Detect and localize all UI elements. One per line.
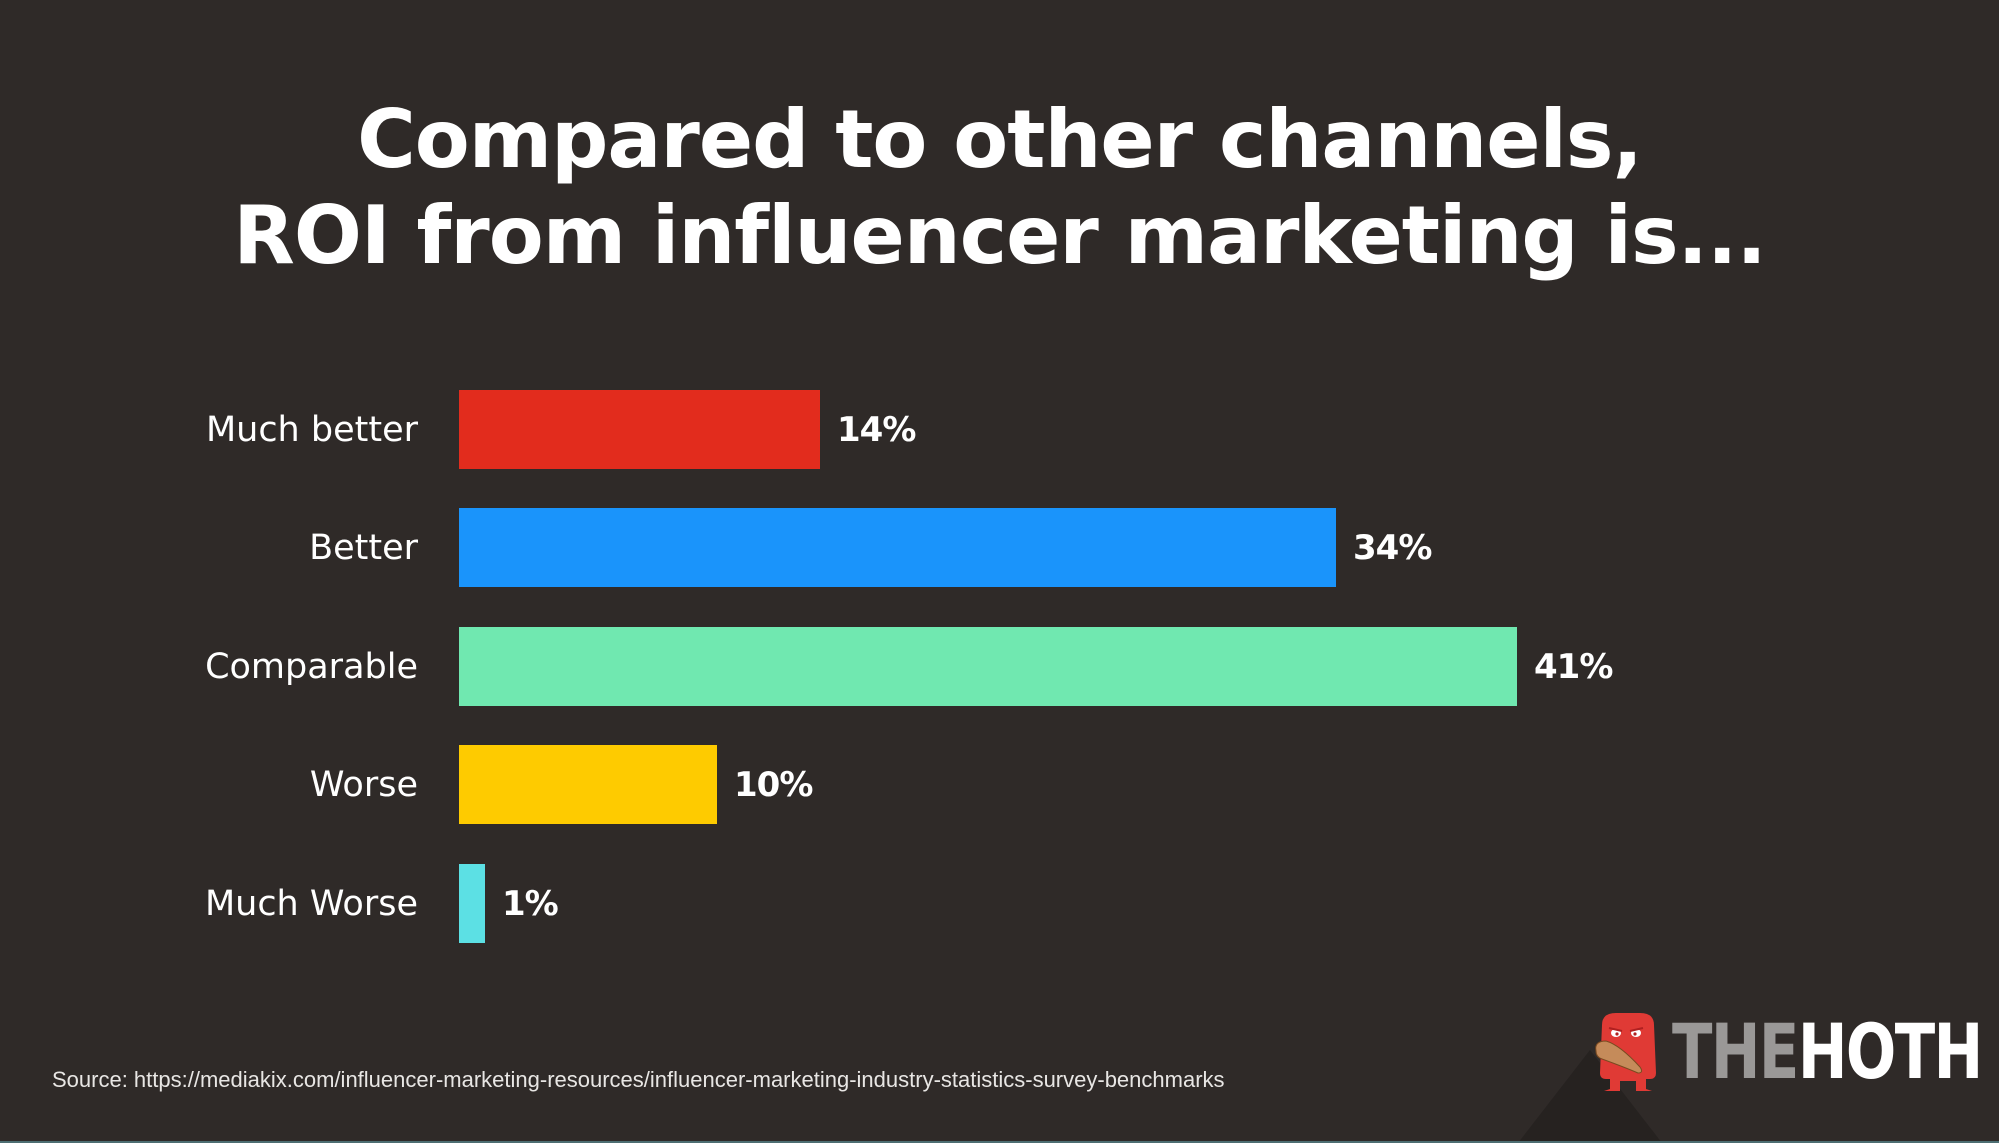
- bar-row: Comparable 41%: [0, 627, 1999, 706]
- chart-title-line-2: ROI from influencer marketing is...: [233, 189, 1766, 282]
- category-label: Better: [309, 527, 418, 568]
- thehoth-logo: THEHOTH: [1594, 1010, 1999, 1094]
- source-citation: Source: https://mediakix.com/influencer-…: [52, 1067, 1225, 1092]
- bar: [459, 390, 820, 469]
- bottom-border: [0, 1141, 1999, 1143]
- value-label: 1%: [502, 883, 559, 924]
- bar-row: Much Worse 1%: [0, 864, 1999, 943]
- bar: [459, 864, 485, 943]
- value-label: 34%: [1353, 527, 1432, 568]
- logo-text-hoth: HOTH: [1797, 1007, 1983, 1096]
- logo-text-the: THE: [1672, 1007, 1799, 1096]
- category-label: Much Worse: [204, 883, 418, 924]
- bar-row: Better 34%: [0, 508, 1999, 587]
- bar-row: Worse 10%: [0, 745, 1999, 824]
- chart-title-line-1: Compared to other channels,: [357, 93, 1643, 186]
- category-label: Comparable: [205, 646, 418, 687]
- chart-title: Compared to other channels, ROI from inf…: [0, 92, 1999, 284]
- value-label: 41%: [1534, 646, 1613, 687]
- category-label: Much better: [205, 409, 418, 450]
- value-label: 10%: [734, 764, 813, 805]
- bar: [459, 627, 1517, 706]
- bar: [459, 508, 1336, 587]
- bar-row: Much better 14%: [0, 390, 1999, 469]
- value-label: 14%: [837, 409, 916, 450]
- red-monster-with-club-icon: [1595, 1013, 1656, 1091]
- logo-wordmark: THEHOTH: [1672, 1014, 1983, 1090]
- category-label: Worse: [309, 764, 418, 805]
- bar: [459, 745, 717, 824]
